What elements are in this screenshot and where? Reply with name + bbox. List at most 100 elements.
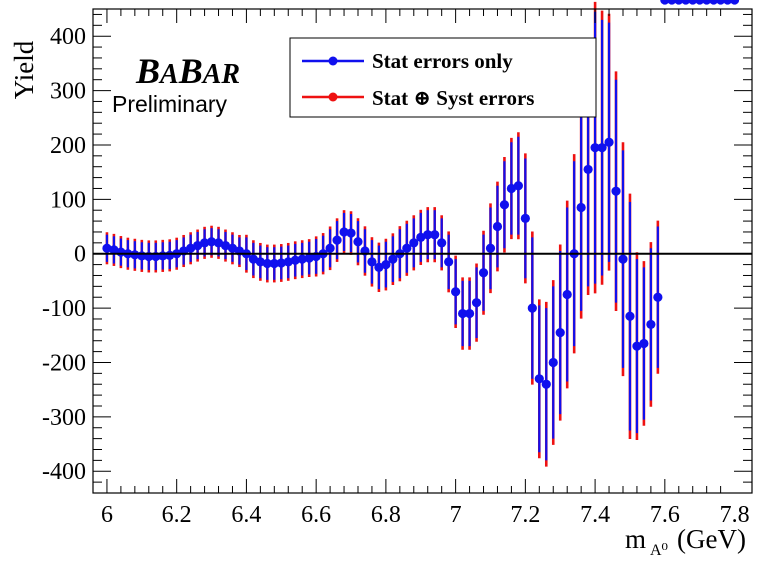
- data-point: [102, 243, 112, 253]
- data-point: [130, 250, 140, 260]
- legend-syst-marker: [328, 92, 338, 102]
- x-tick-label: 7.2: [510, 502, 540, 528]
- data-point: [639, 338, 649, 349]
- data-point: [618, 254, 628, 264]
- data-point: [646, 319, 656, 330]
- data-point: [506, 183, 517, 194]
- plot-border: [92, 8, 753, 494]
- data-point: [255, 257, 265, 267]
- data-point: [492, 221, 503, 232]
- data-point: [660, 0, 670, 5]
- data-point: [325, 243, 335, 253]
- legend-stat-label: Stat errors only: [372, 49, 513, 73]
- data-point: [409, 238, 419, 248]
- data-point: [597, 143, 607, 153]
- x-tick-label: 6.2: [162, 502, 192, 528]
- data-point: [248, 254, 258, 264]
- data-point: [576, 202, 586, 213]
- data-point: [416, 232, 426, 243]
- x-tick-label: 7.6: [650, 502, 680, 528]
- babar-logo: BABAR: [135, 51, 240, 91]
- data-point: [213, 238, 224, 248]
- y-tick-label: 200: [50, 133, 86, 159]
- data-point: [227, 243, 238, 253]
- data-point: [541, 379, 551, 389]
- data-point: [339, 227, 349, 237]
- data-point: [388, 254, 398, 264]
- data-point: [625, 311, 635, 321]
- data-point: [478, 268, 489, 278]
- data-point: [367, 257, 377, 267]
- x-tick-label: 6: [101, 502, 113, 528]
- data-point: [548, 357, 558, 368]
- x-tick-label: 6.8: [371, 502, 401, 528]
- data-point: [590, 143, 600, 153]
- data-point: [381, 259, 391, 270]
- data-point: [464, 308, 475, 319]
- data-point: [402, 243, 412, 253]
- data-point: [688, 0, 698, 5]
- y-tick-label: 400: [50, 24, 86, 50]
- data-point: [262, 258, 272, 269]
- data-point: [276, 258, 286, 268]
- x-tick-label: 7.8: [720, 502, 750, 528]
- data-point: [290, 255, 300, 265]
- data-point: [632, 341, 642, 351]
- data-point: [437, 238, 447, 248]
- y-tick-label: -200: [42, 350, 86, 376]
- data-point: [722, 0, 733, 5]
- data-point: [695, 0, 705, 5]
- x-axis-label-subscript: A⁰: [650, 542, 668, 559]
- x-axis-label: m: [625, 524, 646, 554]
- data-point: [423, 230, 433, 240]
- data-point: [186, 243, 196, 253]
- data-point: [457, 308, 468, 319]
- data-point: [332, 235, 342, 245]
- data-point: [499, 200, 510, 210]
- data-point: [681, 0, 691, 5]
- x-axis-label-unit: (GeV): [677, 524, 746, 554]
- y-tick-label: -100: [42, 296, 86, 322]
- x-axis-label-main: m: [625, 524, 646, 554]
- legend-box: [289, 37, 597, 118]
- x-tick-label: 6.6: [301, 502, 331, 528]
- data-point: [471, 298, 482, 308]
- data-point: [193, 240, 203, 251]
- data-point: [604, 137, 614, 147]
- data-point: [520, 213, 530, 223]
- data-point: [374, 262, 384, 272]
- x-tick-label: 7.4: [580, 502, 610, 528]
- data-point: [304, 253, 314, 263]
- data-point: [653, 292, 663, 302]
- legend: Stat errors only Stat ⊕ Syst errors: [289, 37, 597, 118]
- data-point: [527, 303, 537, 313]
- preliminary-label: Preliminary: [112, 91, 228, 117]
- y-axis-label: Yield: [9, 40, 39, 99]
- y-tick-label: -400: [42, 459, 86, 485]
- y-tick-label: 0: [74, 242, 86, 268]
- plot-frame: [92, 8, 753, 494]
- data-point: [451, 287, 461, 297]
- data-point: [109, 245, 119, 255]
- data-point: [444, 257, 454, 267]
- legend-stat-marker: [328, 56, 338, 66]
- data-point: [199, 238, 210, 248]
- data-point: [283, 257, 293, 267]
- data-point: [611, 186, 621, 196]
- data-point: [562, 289, 572, 300]
- data-point: [430, 230, 440, 240]
- data-point: [729, 0, 740, 5]
- data-point: [674, 0, 684, 5]
- data-point: [555, 327, 565, 338]
- data-point: [667, 0, 677, 5]
- data-point: [346, 228, 356, 238]
- data-point: [534, 374, 544, 384]
- y-tick-label: 100: [50, 187, 86, 213]
- data-point: [702, 0, 712, 5]
- data-point: [583, 164, 593, 175]
- data-point: [353, 237, 363, 247]
- x-tick-label: 6.4: [231, 502, 261, 528]
- data-point: [513, 181, 523, 191]
- data-point: [206, 237, 217, 247]
